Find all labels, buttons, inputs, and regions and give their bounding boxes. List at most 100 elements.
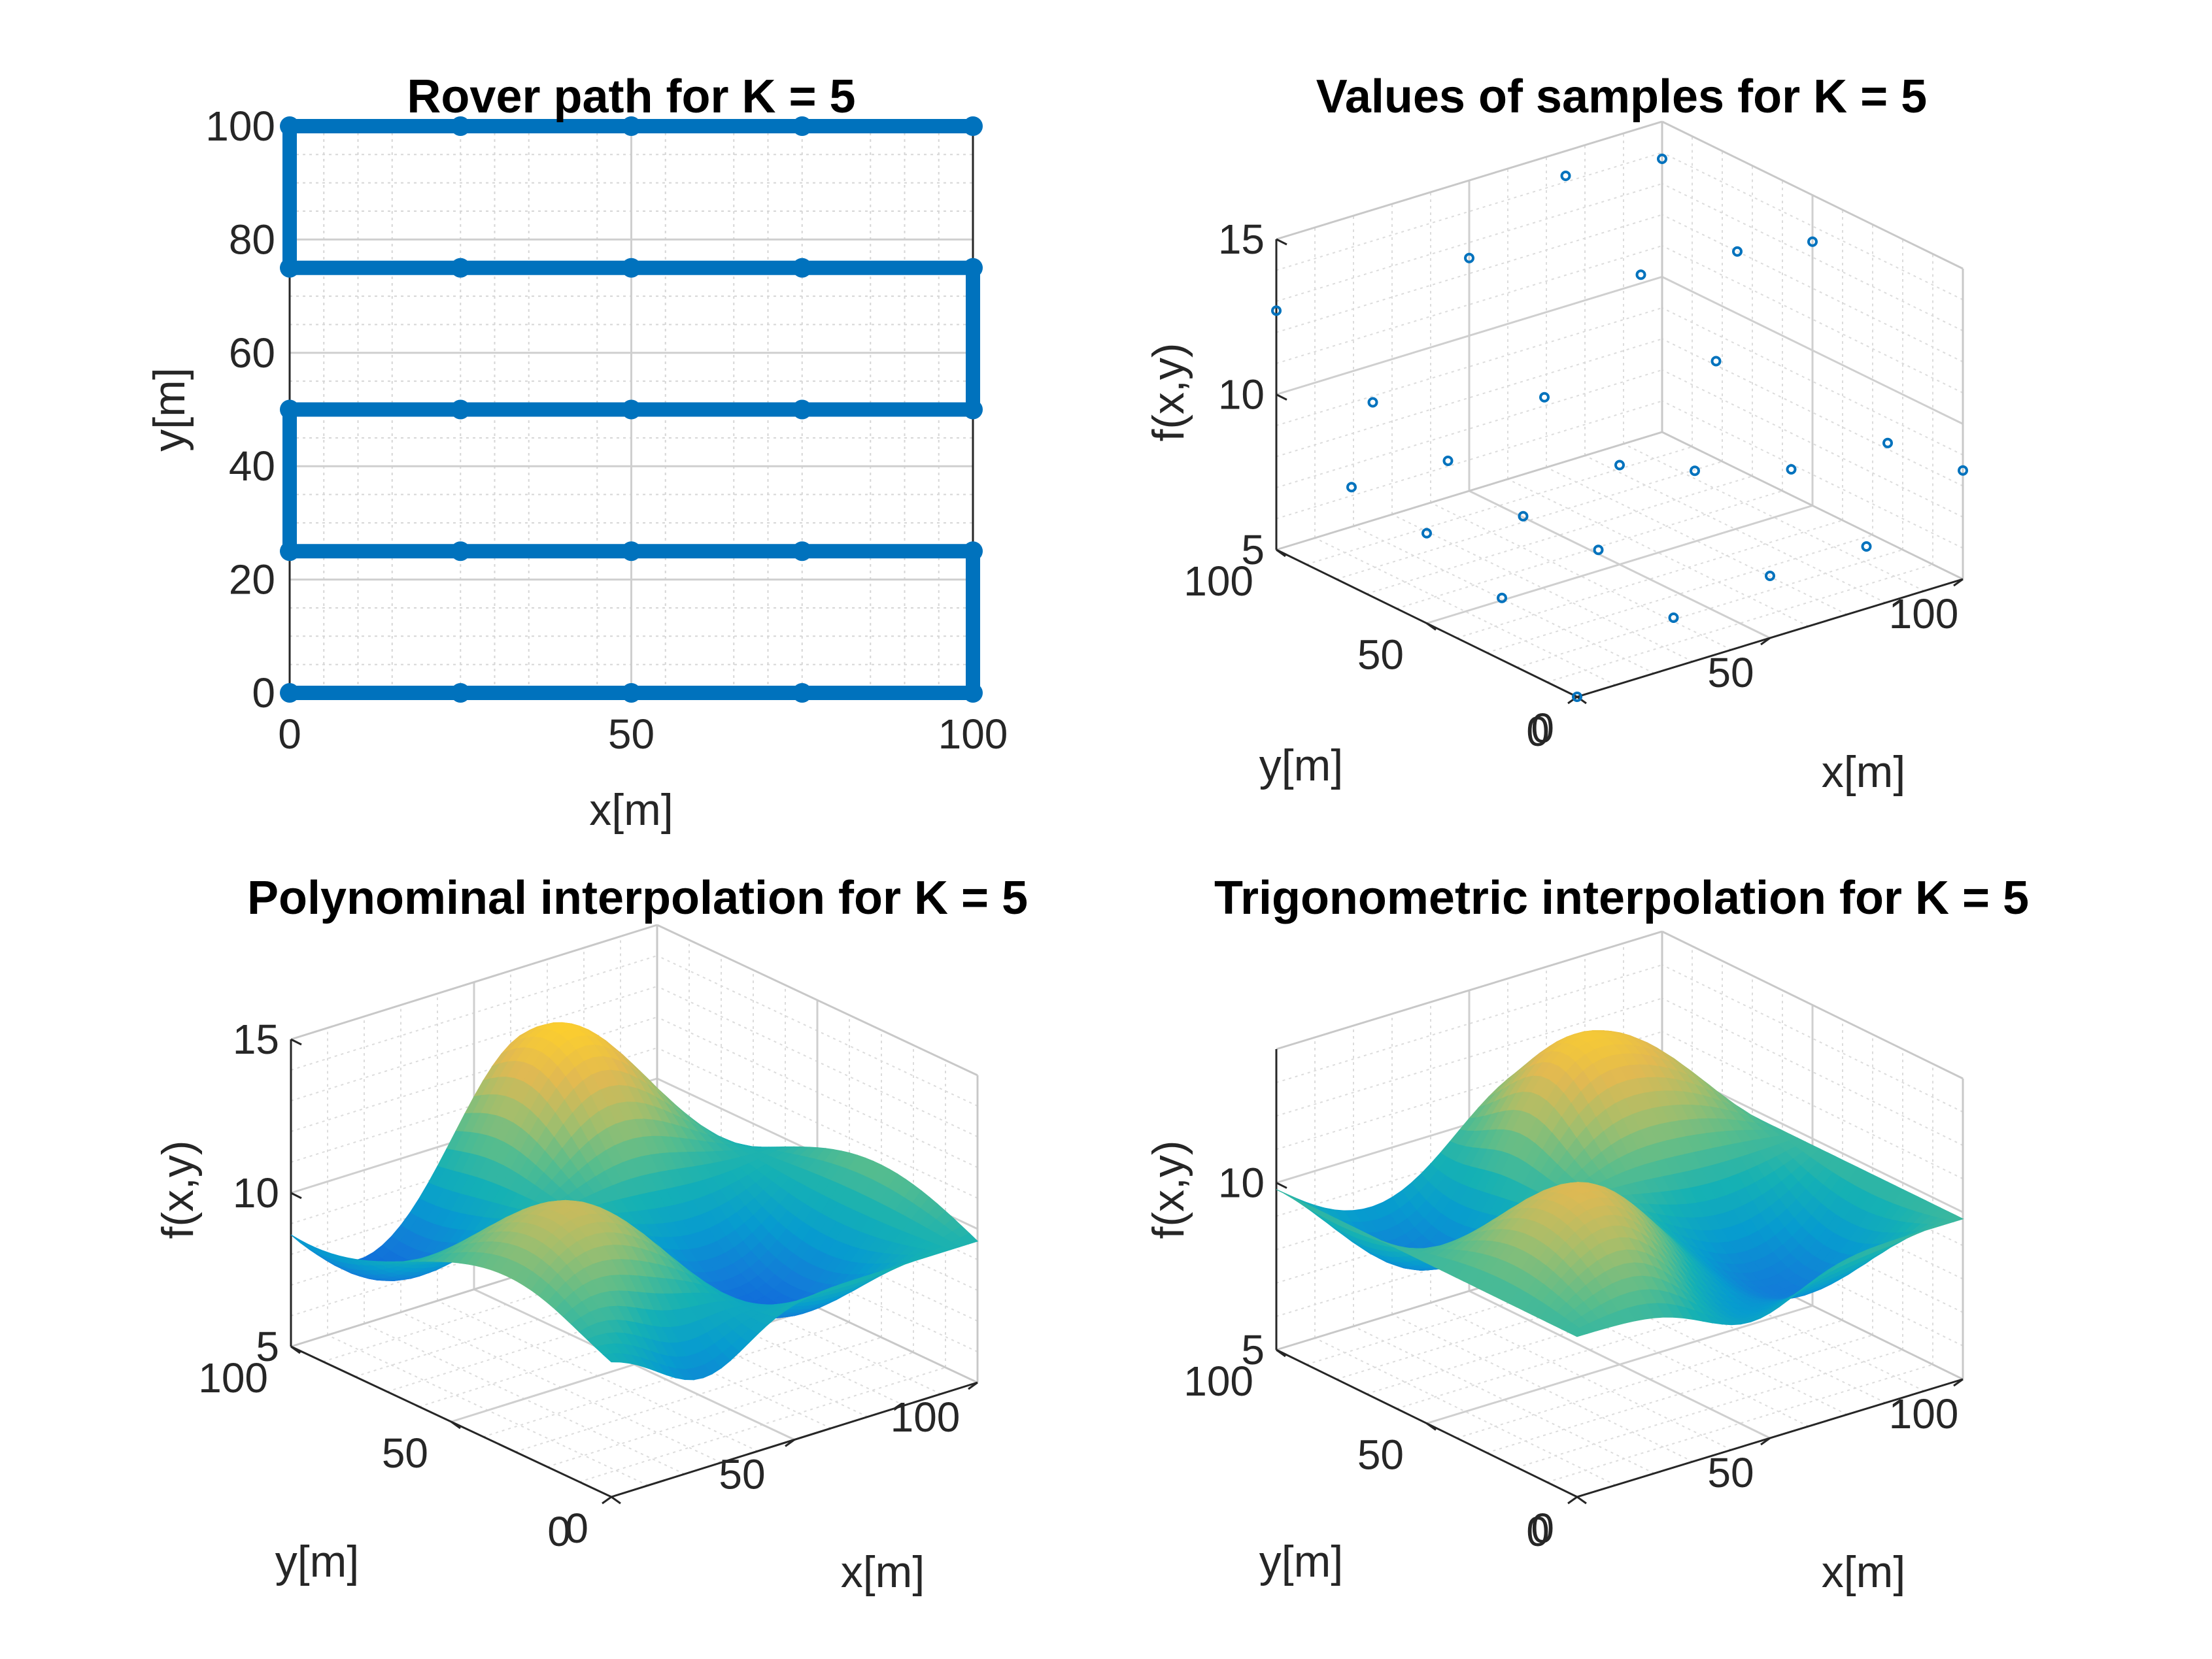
y-tick-label: 0 — [252, 669, 275, 716]
y-tick-label: 0 — [1531, 705, 1554, 752]
y-tick-label: 0 — [1531, 1505, 1554, 1552]
z-tick-label: 10 — [1218, 1159, 1265, 1206]
z-tick-label: 10 — [233, 1169, 279, 1216]
path-marker — [280, 683, 299, 703]
path-marker — [280, 541, 299, 561]
sample-point — [1421, 528, 1432, 539]
x-tick-label: 50 — [1707, 649, 1754, 696]
x-tick-label: 100 — [1889, 1390, 1959, 1437]
back-wall-minor-grid — [1276, 307, 1663, 426]
path-marker — [792, 683, 812, 703]
y-tick-mark — [1576, 1496, 1587, 1505]
y-tick-label: 100 — [1183, 1358, 1253, 1405]
x-tick-label: 100 — [938, 711, 1008, 758]
path-marker — [792, 399, 812, 420]
x-tick-label: 100 — [891, 1394, 961, 1441]
back-wall-minor-grid — [1276, 183, 1663, 302]
x-tick-mark — [1953, 1378, 1964, 1387]
path-marker — [792, 541, 812, 561]
sample-point — [1732, 246, 1743, 257]
x-tick-mark — [602, 1496, 612, 1505]
y-tick-label: 100 — [198, 1354, 268, 1401]
path-marker — [621, 116, 641, 136]
x-axis-label: x[m] — [1822, 1547, 1905, 1597]
sample-point — [1346, 482, 1357, 493]
sample-point — [1861, 541, 1872, 552]
z-tick-mark — [1276, 394, 1287, 401]
z-tick-mark — [1276, 548, 1287, 556]
path-marker — [451, 541, 471, 561]
chart-title: Values of samples for K = 5 — [1316, 71, 1927, 123]
back-wall-minor-grid — [1276, 400, 1663, 520]
y-tick-label: 50 — [1357, 631, 1404, 679]
x-tick-label: 0 — [1526, 708, 1550, 755]
y-tick-label: 0 — [565, 1505, 588, 1552]
path-marker — [621, 541, 641, 561]
x-tick-mark — [785, 1439, 795, 1447]
x-tick-mark — [1760, 1437, 1771, 1446]
sample-point — [1765, 571, 1775, 581]
y-axis-label: y[m] — [275, 1537, 359, 1586]
surface-patch — [602, 1353, 622, 1363]
path-marker — [621, 399, 641, 420]
floor-minor-grid — [1396, 490, 1783, 609]
back-wall-minor-grid — [1276, 214, 1663, 333]
sample-point — [1442, 456, 1454, 466]
x-tick-mark — [1953, 578, 1964, 587]
x-tick-label: 50 — [1707, 1449, 1754, 1496]
sample-point — [1271, 305, 1282, 316]
x-axis-label: x[m] — [589, 785, 673, 835]
x-tick-label: 0 — [547, 1508, 571, 1555]
y-tick-mark — [611, 1496, 621, 1505]
sample-point — [1710, 356, 1722, 367]
floor-minor-grid — [1516, 549, 1903, 668]
sample-point — [1614, 460, 1625, 471]
box-edge — [1276, 120, 1663, 241]
chart-title: Rover path for K = 5 — [407, 71, 855, 123]
box-edge — [1661, 120, 1964, 270]
back-wall-minor-grid — [1276, 1098, 1663, 1217]
path-marker — [792, 258, 812, 278]
z-axis-label: f(x,y) — [153, 1140, 203, 1239]
path-marker — [963, 683, 983, 703]
z-tick-mark — [1276, 238, 1287, 246]
sample-point — [1958, 465, 1968, 476]
floor-minor-grid — [1366, 475, 1753, 595]
floor-minor-grid — [1336, 1261, 1723, 1380]
x-tick-label: 0 — [278, 711, 301, 758]
path-marker — [963, 116, 983, 136]
x-tick-label: 0 — [1526, 1508, 1550, 1555]
chart-title: Trigonometric interpolation for K = 5 — [1214, 872, 2029, 924]
floor-major-grid — [1426, 505, 1813, 624]
x-axis-label: x[m] — [841, 1547, 925, 1597]
back-wall-minor-grid — [1276, 152, 1663, 271]
floor-minor-grid — [1306, 446, 1693, 565]
box-edge — [1276, 930, 1663, 1050]
path-marker — [280, 399, 299, 420]
sample-point — [1539, 392, 1550, 403]
floor-minor-grid — [1486, 534, 1873, 654]
floor-minor-grid — [1366, 1275, 1753, 1395]
sample-point — [1464, 252, 1474, 263]
floor-minor-grid — [1546, 1364, 1933, 1483]
back-wall-major-grid — [1276, 276, 1663, 395]
y-tick-label: 60 — [229, 329, 275, 377]
sample-point — [1690, 465, 1700, 477]
y-tick-mark — [1426, 622, 1437, 631]
path-marker — [963, 258, 983, 278]
z-tick-mark — [290, 1038, 302, 1046]
path-marker — [451, 258, 471, 278]
path-marker — [280, 116, 299, 136]
floor-minor-grid — [1486, 1334, 1873, 1454]
surface-patch — [1569, 1328, 1588, 1337]
z-tick-mark — [1276, 1182, 1287, 1189]
x-tick-mark — [968, 1381, 978, 1390]
path-marker — [451, 116, 471, 136]
box-edge — [290, 924, 658, 1041]
path-marker — [963, 541, 983, 561]
y-tick-label: 100 — [1183, 558, 1253, 605]
back-wall-minor-grid — [1276, 1164, 1663, 1284]
